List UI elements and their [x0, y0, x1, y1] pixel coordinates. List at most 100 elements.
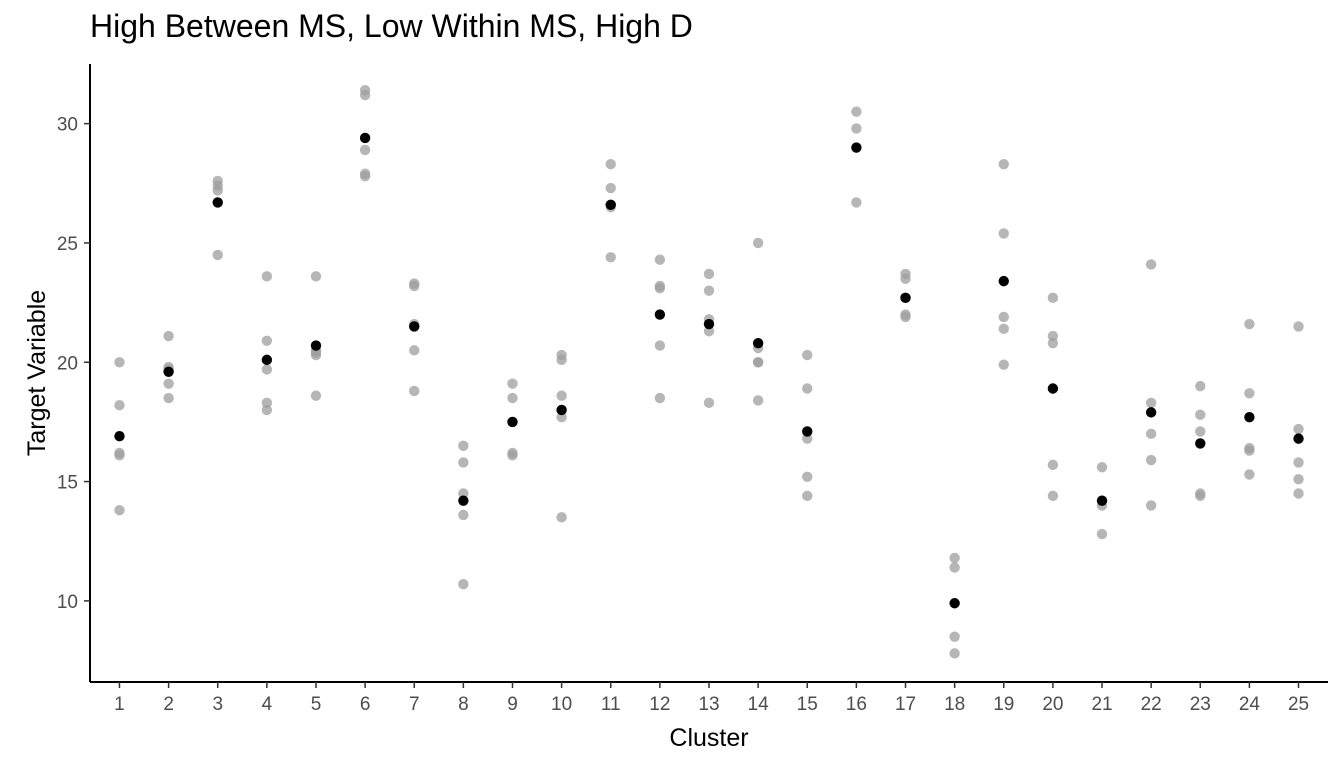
observation-point — [458, 440, 469, 451]
observation-point — [1244, 469, 1255, 480]
x-axis-ticks: 1 2 3 4 5 6 7 8 9 10 11 12 13 14 15 16 17 18 19 20 21 22 23 24 2… — [114, 682, 1309, 715]
observation-point — [261, 404, 273, 416]
cluster-mean-point — [998, 275, 1009, 287]
observation-point — [261, 397, 273, 409]
observation-point — [1145, 500, 1157, 511]
observation-point — [1195, 380, 1206, 392]
observation-point — [654, 283, 666, 294]
observation-point — [802, 433, 813, 444]
x-tick-label: 6 — [360, 694, 371, 715]
observation-point — [114, 357, 125, 368]
observation-point — [605, 159, 616, 170]
observation-point — [802, 349, 813, 361]
x-tick-label: 1 — [114, 694, 125, 715]
observation-point — [703, 285, 715, 296]
x-tick-label: 23 — [1190, 694, 1211, 715]
observation-point — [261, 364, 273, 375]
observation-point — [703, 397, 715, 409]
observation-point — [1047, 490, 1059, 502]
cluster-mean-point — [359, 132, 371, 144]
observation-point — [1047, 337, 1059, 349]
x-axis-title: Cluster — [669, 724, 748, 752]
observation-point — [949, 552, 960, 564]
observation-point — [1195, 490, 1206, 502]
observation-point — [261, 271, 273, 282]
observation-point — [310, 390, 322, 401]
observation-point — [1293, 457, 1304, 468]
cluster-mean-point — [507, 416, 518, 428]
x-tick-label: 9 — [507, 694, 518, 715]
x-tick-label: 4 — [262, 694, 273, 715]
observation-point — [359, 89, 371, 101]
cluster-mean-point — [703, 318, 715, 330]
observation-point — [605, 252, 616, 263]
cluster-mean-point — [1195, 438, 1206, 449]
observation-point — [310, 271, 322, 282]
cluster-mean-point — [654, 309, 666, 320]
observation-point — [851, 106, 862, 117]
x-tick-label: 21 — [1091, 694, 1112, 715]
y-tick-label: 30 — [57, 115, 78, 136]
x-tick-label: 20 — [1042, 694, 1063, 715]
y-tick-label: 10 — [57, 592, 78, 613]
observation-point — [1047, 330, 1059, 342]
y-axis-title: Target Variable — [23, 290, 51, 456]
observation-point — [752, 357, 764, 368]
cluster-mean-point — [1244, 411, 1255, 423]
observation-point — [1047, 459, 1059, 471]
x-tick-label: 16 — [846, 694, 867, 715]
y-tick-label: 20 — [57, 353, 78, 374]
observation-point — [752, 395, 764, 406]
x-tick-label: 24 — [1239, 694, 1261, 715]
cluster-mean-points — [114, 132, 1304, 609]
observation-point — [458, 578, 469, 590]
observation-point — [998, 228, 1009, 239]
cluster-mean-point — [310, 340, 322, 351]
observation-point — [1195, 426, 1206, 437]
cluster-mean-point — [900, 292, 911, 304]
observation-point — [1145, 397, 1157, 409]
observation-point — [949, 631, 960, 642]
observation-point — [1096, 528, 1108, 540]
observation-point — [212, 249, 223, 261]
cluster-mean-point — [261, 354, 273, 366]
observation-point — [752, 237, 764, 249]
observation-point — [851, 123, 862, 134]
observation-point — [458, 509, 469, 521]
observation-point — [998, 311, 1009, 323]
x-tick-label: 2 — [163, 694, 174, 715]
x-tick-label: 13 — [698, 694, 719, 715]
observation-point — [114, 505, 125, 516]
observation-points — [114, 85, 1304, 659]
observation-point — [851, 197, 862, 208]
chart-title: High Between MS, Low Within MS, High D — [90, 8, 693, 44]
observation-point — [163, 392, 174, 404]
x-tick-label: 15 — [797, 694, 818, 715]
observation-point — [556, 390, 567, 401]
observation-point — [458, 457, 469, 468]
observation-point — [409, 345, 420, 356]
observation-point — [163, 378, 174, 389]
observation-point — [900, 273, 911, 284]
observation-point — [1244, 388, 1255, 399]
observation-point — [261, 335, 273, 346]
x-tick-label: 18 — [944, 694, 965, 715]
cluster-mean-point — [802, 426, 813, 437]
x-tick-label: 10 — [551, 694, 572, 715]
observation-point — [1244, 318, 1255, 330]
observation-point — [114, 450, 125, 461]
observation-point — [212, 185, 223, 196]
x-tick-label: 22 — [1141, 694, 1162, 715]
x-tick-label: 17 — [895, 694, 916, 715]
observation-point — [1047, 292, 1059, 304]
observation-point — [556, 512, 567, 523]
x-tick-label: 19 — [993, 694, 1014, 715]
observation-point — [703, 268, 715, 280]
x-tick-label: 12 — [649, 694, 670, 715]
y-tick-label: 15 — [57, 473, 78, 494]
observation-point — [409, 280, 420, 292]
x-tick-label: 5 — [311, 694, 322, 715]
x-tick-label: 7 — [409, 694, 420, 715]
observation-point — [163, 330, 174, 342]
observation-point — [1096, 462, 1108, 473]
